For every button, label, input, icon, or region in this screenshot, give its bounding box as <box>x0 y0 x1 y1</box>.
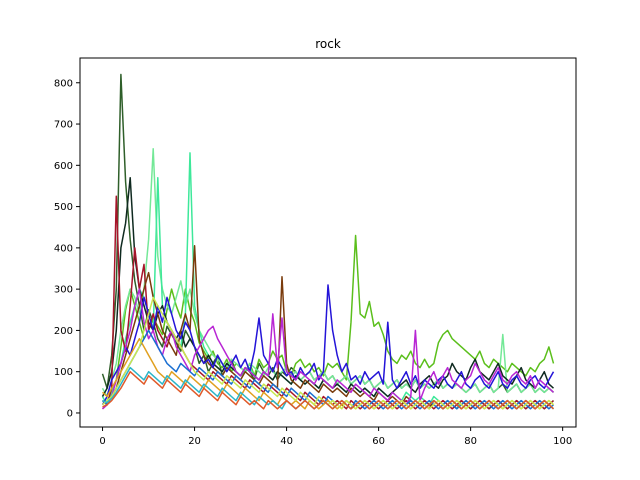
y-tick-label: 100 <box>54 367 73 378</box>
y-tick-label: 400 <box>54 243 73 254</box>
series-line-3 <box>101 148 554 398</box>
x-tick-label: 80 <box>464 436 477 447</box>
series-line-10 <box>102 329 554 410</box>
axes-layer: 0 20 40 60 80 100 0 100 200 300 400 500 600 700 800 <box>54 57 577 447</box>
y-tick-label: 800 <box>54 78 73 89</box>
x-tick-label: 100 <box>553 436 572 447</box>
y-tick-label: 700 <box>54 120 73 131</box>
y-tick-label: 300 <box>54 285 73 296</box>
x-tick-label: 0 <box>99 436 105 447</box>
x-tick-label: 60 <box>372 436 385 447</box>
series-layer <box>101 73 555 410</box>
y-tick-label: 600 <box>54 161 73 172</box>
series-line-8 <box>101 284 555 406</box>
series-line-2 <box>102 234 555 406</box>
chart-title: rock <box>315 37 341 51</box>
y-tick-label: 200 <box>54 326 73 337</box>
x-tick-label: 20 <box>188 436 201 447</box>
plot-frame <box>79 57 577 428</box>
y-tick-label: 0 <box>67 408 73 419</box>
series-line-9 <box>102 288 554 410</box>
series-line-14 <box>102 370 554 410</box>
x-tick-label: 40 <box>280 436 293 447</box>
y-tick-label: 500 <box>54 202 73 213</box>
